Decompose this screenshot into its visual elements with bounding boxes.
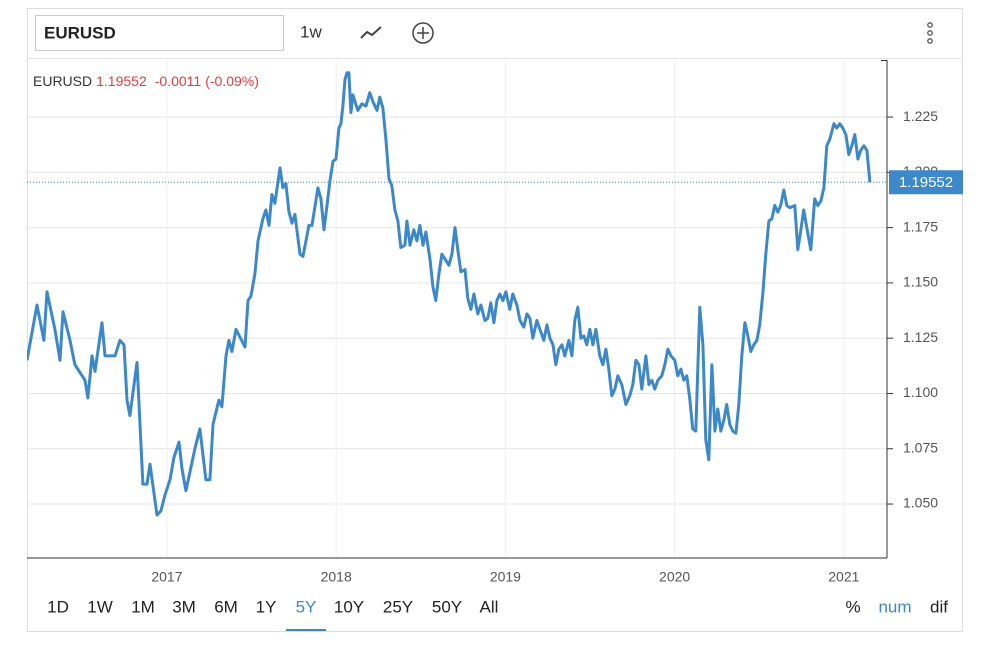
range-button[interactable]: 3M [172,597,196,616]
range-button[interactable]: 1Y [256,597,277,616]
mode-button[interactable]: num [878,597,911,616]
range-button[interactable]: All [480,597,499,616]
y-tick-label: 1.125 [903,329,938,345]
last-price-label: 1.19552 [899,174,953,191]
add-indicator-plus [417,27,429,39]
chart-type-icon[interactable] [360,26,382,39]
symbol-text: EURUSD [44,23,116,42]
interval-button[interactable]: 1w [300,22,322,41]
y-tick-label: 1.050 [903,495,938,511]
range-button[interactable]: 25Y [383,597,413,616]
price-line [27,71,872,517]
add-indicator-icon[interactable] [412,22,434,44]
range-button[interactable]: 1W [87,597,113,616]
x-tick-label: 2017 [151,569,182,585]
range-button[interactable]: 5Y [296,597,317,616]
y-tick-label: 1.175 [903,218,938,234]
legend-last: 1.19552 [96,73,147,89]
legend-symbol: EURUSD [33,73,92,89]
x-tick-label: 2019 [490,569,521,585]
range-button[interactable]: 6M [214,597,238,616]
y-tick-label: 1.075 [903,439,938,455]
y-tick-label: 1.100 [903,384,938,400]
legend-change-pct: (-0.09%) [205,73,259,89]
legend-change: -0.0011 [155,73,202,89]
x-tick-label: 2021 [828,569,859,585]
mode-button[interactable]: % [845,597,860,616]
x-tick-label: 2018 [321,569,352,585]
symbol-input[interactable] [35,15,284,51]
last-price-tag [889,170,963,195]
y-tick-label: 1.225 [903,108,938,124]
range-button[interactable]: 50Y [432,597,462,616]
range-button[interactable]: 1M [131,597,155,616]
x-tick-label: 2020 [659,569,690,585]
mode-button[interactable]: dif [930,597,948,616]
menu-icon[interactable] [927,22,933,44]
range-button[interactable]: 10Y [334,597,364,616]
range-button[interactable]: 1D [47,597,69,616]
y-tick-label: 1.150 [903,274,938,290]
range-active-underline [286,629,326,631]
legend: EURUSD 1.19552 -0.0011 (-0.09%) [33,73,259,89]
